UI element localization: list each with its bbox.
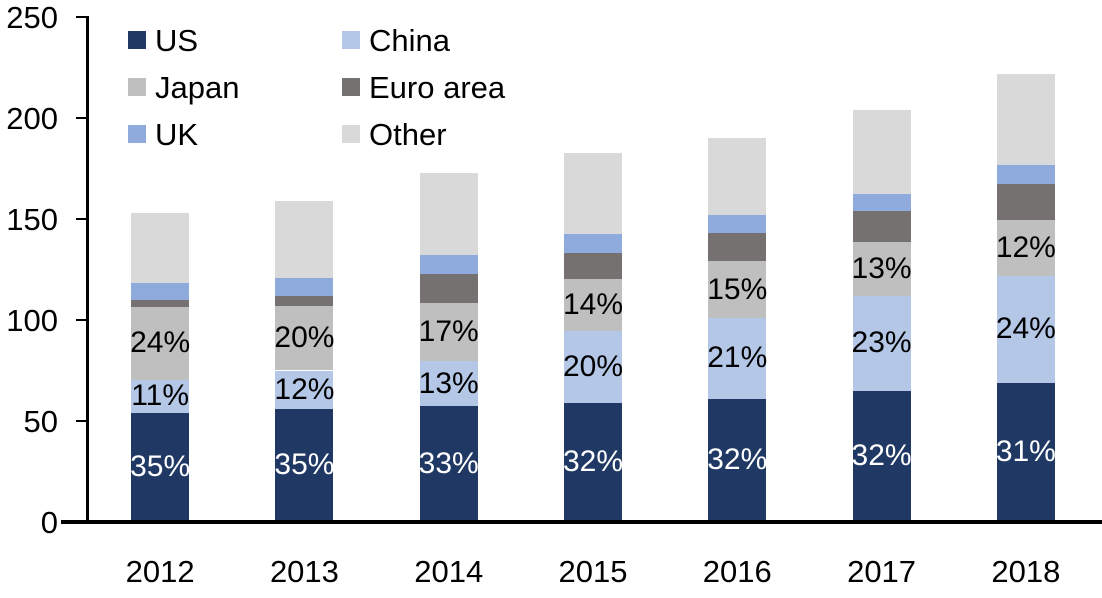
legend-item-other: Other (342, 116, 447, 152)
bar-segment-other (131, 212, 190, 283)
legend-item-us: US (128, 22, 198, 58)
legend-label: Japan (155, 69, 240, 105)
y-tick-label: 50 (23, 403, 58, 439)
bar-segment-euro-area (564, 253, 622, 279)
bar-segment-other (275, 200, 334, 278)
bar-segment-us (564, 402, 622, 522)
legend-item-japan: Japan (128, 69, 239, 105)
x-category-label: 2012 (125, 554, 195, 589)
bar-segment-china (564, 331, 622, 403)
bar-segment-euro-area (275, 295, 334, 306)
bar-segment-japan (852, 242, 911, 296)
x-category-label: 2018 (991, 554, 1061, 589)
bar-segment-euro-area (852, 210, 911, 243)
legend-item-china: China (342, 22, 450, 58)
legend-label: UK (155, 116, 199, 152)
y-tick-label: 0 (40, 504, 58, 540)
legend-label: Euro area (369, 69, 506, 105)
bar-segment-japan (708, 261, 767, 318)
y-tick-label: 250 (6, 0, 58, 35)
bar-segment-us (275, 408, 334, 522)
x-category-label: 2015 (558, 554, 628, 589)
bar-segment-us (131, 412, 190, 522)
legend-swatch-icon (128, 31, 146, 49)
y-tick-mark (76, 420, 88, 422)
legend-swatch-icon (128, 125, 146, 143)
bar-segment-china (708, 317, 767, 399)
y-axis-line (86, 16, 89, 524)
bar-segment-us (996, 382, 1055, 522)
y-tick-label: 150 (6, 201, 58, 237)
y-tick-mark (76, 218, 88, 220)
bar-segment-other (564, 153, 622, 235)
bar-segment-japan (131, 306, 190, 380)
bar-segment-japan (419, 302, 478, 362)
bar-segment-china (131, 379, 190, 413)
legend-swatch-icon (342, 31, 360, 49)
bar-segment-other (419, 172, 478, 256)
x-category-label: 2013 (269, 554, 339, 589)
x-category-label: 2017 (847, 554, 917, 589)
y-tick-label: 200 (6, 100, 58, 136)
x-axis-line (61, 520, 1102, 524)
legend-label: US (155, 22, 199, 58)
bar-segment-uk (852, 193, 911, 211)
legend-item-uk: UK (128, 116, 198, 152)
x-category-label: 2014 (414, 554, 484, 589)
bar-segment-japan (564, 278, 622, 332)
legend-item-euro-area: Euro area (342, 69, 505, 105)
legend-swatch-icon (128, 78, 146, 96)
bar-segment-uk (131, 282, 190, 300)
bar-segment-china (275, 370, 334, 409)
legend-label: Other (369, 116, 447, 152)
legend-swatch-icon (342, 78, 360, 96)
bar-segment-other (852, 109, 911, 194)
bar-segment-china (852, 295, 911, 391)
bar-segment-china (996, 275, 1055, 383)
legend-swatch-icon (342, 125, 360, 143)
bar-segment-euro-area (996, 183, 1055, 220)
bar-segment-uk (996, 165, 1055, 184)
bar-segment-euro-area (419, 273, 478, 303)
bar-segment-uk (275, 277, 334, 296)
bar-segment-uk (564, 234, 622, 254)
y-tick-mark (76, 16, 88, 18)
bar-segment-other (996, 73, 1055, 166)
x-category-label: 2016 (702, 554, 772, 589)
bar-segment-china (419, 361, 478, 406)
bar-segment-uk (419, 255, 478, 274)
bar-segment-japan (275, 305, 334, 371)
bar-segment-euro-area (131, 299, 190, 307)
bar-segment-other (708, 138, 767, 215)
y-tick-mark (76, 117, 88, 119)
bar-segment-japan (996, 220, 1055, 276)
y-tick-mark (76, 319, 88, 321)
bar-segment-euro-area (708, 233, 767, 262)
bar-segment-us (708, 398, 767, 522)
bar-segment-uk (708, 214, 767, 234)
bar-segment-us (419, 405, 478, 522)
bar-segment-us (852, 390, 911, 522)
legend-label: China (369, 22, 450, 58)
y-tick-label: 100 (6, 302, 58, 338)
